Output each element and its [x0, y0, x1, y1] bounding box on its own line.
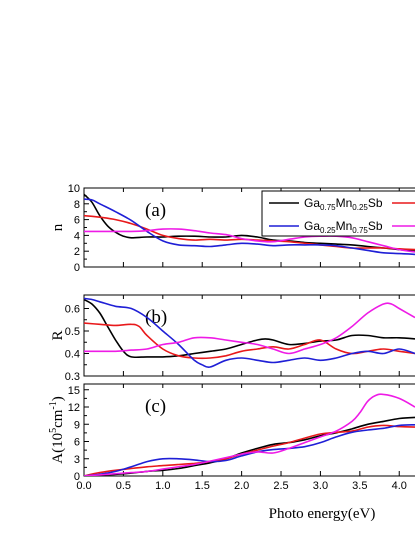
y-tick-label: 0 — [74, 262, 80, 274]
series-group — [84, 193, 415, 256]
y-tick-label: 0.5 — [65, 326, 80, 338]
panel-label: (b) — [145, 307, 167, 328]
y-axis-title: n — [50, 223, 66, 231]
series-line-1 — [84, 298, 415, 359]
panel-frame — [83, 294, 415, 377]
series-line-3 — [84, 198, 415, 256]
panel-3: 0 3 6 9 12 15A(105cm-1) (c) — [48, 383, 415, 483]
series-line-4 — [84, 228, 415, 253]
series-group — [84, 393, 415, 476]
y-tick-label: 6 — [74, 437, 80, 449]
y-tick-label: 10 — [68, 183, 80, 195]
shared-x-axis: 0.0 0.5 1.0 1.5 2.0 2.5 3.0 3.5 4.0 — [76, 480, 407, 492]
legend: Ga0.75Mn0.25Sb Ga0.25Mn0.75Sb — [261, 190, 415, 237]
x-tick-label: 3.0 — [313, 480, 328, 492]
panel-frame — [83, 383, 415, 477]
y-tick-label: 0 — [74, 471, 80, 483]
panel-label: (c) — [145, 396, 166, 417]
x-tick-label: 3.5 — [352, 480, 367, 492]
x-tick-label: 0.5 — [116, 480, 131, 492]
y-tick-label: 0.3 — [65, 371, 80, 383]
chart-panels: 0 2 4 6 8 10 n (a) 0.3 0.4 0.5 0.6 R (b) 0 3 6 9 12 15A(105… — [48, 183, 415, 483]
x-tick-label: 1.0 — [155, 480, 170, 492]
y-tick-label: 0.6 — [65, 304, 80, 316]
panel-2: 0.3 0.4 0.5 0.6 R (b) — [50, 294, 415, 383]
y-axis-title: R — [50, 330, 66, 340]
y-tick-label: 2 — [74, 246, 80, 258]
y-tick-label: 8 — [74, 199, 80, 211]
legend-label-1: Ga0.75Mn0.25Sb — [304, 196, 383, 212]
x-tick-label: 2.5 — [273, 480, 288, 492]
x-tick-label: 4.0 — [392, 480, 407, 492]
series-group — [84, 297, 415, 368]
y-tick-label: 12 — [68, 402, 80, 414]
series-line-1 — [84, 416, 415, 476]
series-line-3 — [84, 424, 415, 476]
series-line-3 — [84, 297, 415, 368]
y-tick-label: 6 — [74, 215, 80, 227]
x-tick-label: 1.5 — [195, 480, 210, 492]
series-line-4 — [84, 302, 415, 355]
x-tick-label: 0.0 — [76, 480, 91, 492]
y-tick-label: 9 — [74, 419, 80, 431]
y-tick-label: 0.4 — [65, 349, 80, 361]
legend-box — [261, 190, 415, 237]
y-axis-title: A(105cm-1) — [48, 396, 66, 464]
y-tick-label: 15 — [68, 385, 80, 397]
series-line-2 — [84, 322, 415, 360]
panel-label: (a) — [145, 200, 166, 221]
x-tick-label: 2.0 — [234, 480, 249, 492]
series-line-4 — [84, 393, 415, 476]
legend-label-3: Ga0.25Mn0.75Sb — [304, 219, 383, 235]
y-tick-label: 4 — [74, 230, 80, 242]
panel-1: 0 2 4 6 8 10 n (a) — [50, 183, 415, 274]
y-tick-label: 3 — [74, 454, 80, 466]
x-axis-title: Photo energy(eV) — [269, 506, 376, 522]
